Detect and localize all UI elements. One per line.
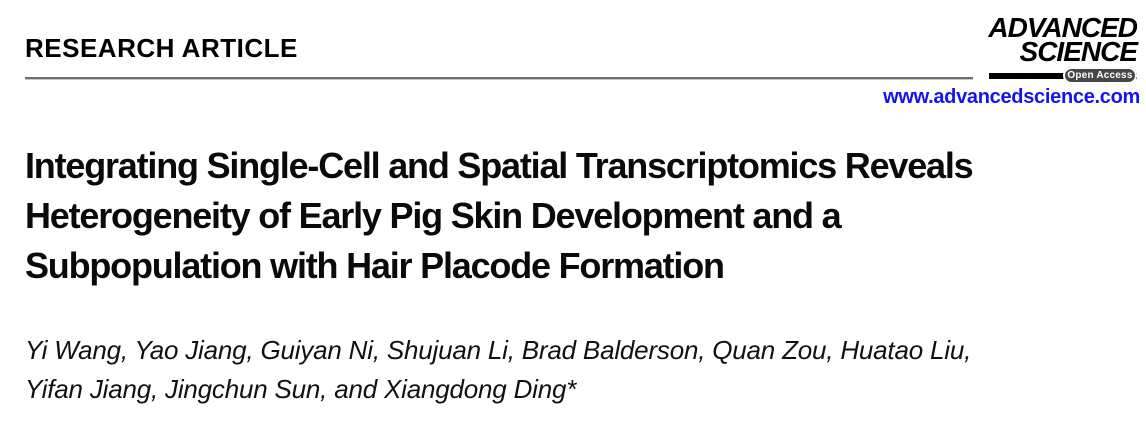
journal-name-line1: ADVANCED	[988, 12, 1138, 43]
logo-bar-row: Open Access	[989, 67, 1137, 84]
author-line-1: Yi Wang, Yao Jiang, Guiyan Ni, Shujuan L…	[25, 335, 972, 365]
journal-logo: ADVANCED SCIENCE Open Access	[988, 12, 1138, 84]
open-access-badge: Open Access	[1063, 67, 1137, 84]
title-line-2: Heterogeneity of Early Pig Skin Developm…	[25, 195, 842, 236]
title-line-3: Subpopulation with Hair Placode Formatio…	[25, 245, 725, 286]
article-title: Integrating Single-Cell and Spatial Tran…	[25, 141, 974, 291]
open-access-label: Open Access	[1067, 70, 1133, 81]
author-line-2: Yifan Jiang, Jingchun Sun, and Xiangdong…	[25, 374, 577, 404]
header-divider-rule	[25, 77, 973, 79]
journal-website-link[interactable]: www.advancedscience.com	[883, 86, 1140, 108]
journal-name-line2: SCIENCE	[1019, 36, 1138, 67]
title-line-1: Integrating Single-Cell and Spatial Tran…	[25, 145, 974, 186]
author-list: Yi Wang, Yao Jiang, Guiyan Ni, Shujuan L…	[25, 331, 971, 409]
section-label: RESEARCH ARTICLE	[25, 33, 298, 63]
